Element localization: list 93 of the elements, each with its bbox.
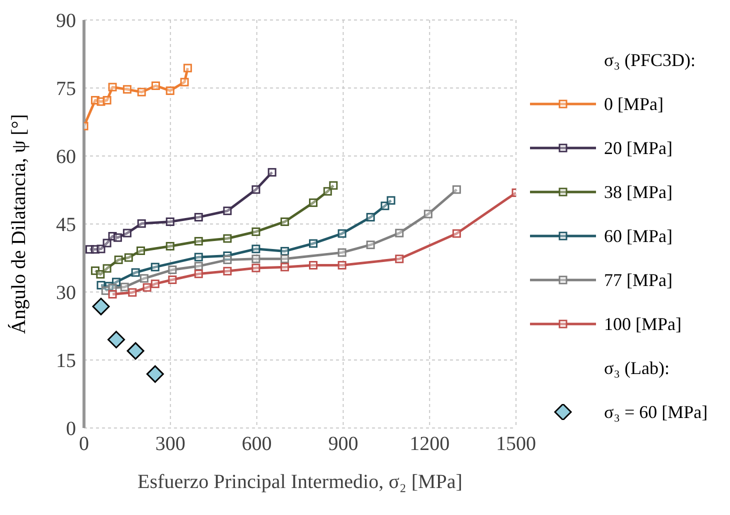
point — [252, 227, 260, 236]
point — [150, 262, 160, 272]
point — [194, 252, 203, 262]
legend-label: 38 [MPa] — [604, 182, 672, 202]
y-tick-label: 75 — [56, 78, 76, 100]
point — [366, 240, 375, 250]
point — [309, 198, 318, 207]
point — [151, 81, 160, 90]
point — [280, 246, 289, 256]
y-tick-label: 30 — [56, 282, 76, 304]
x-tick-label: 1500 — [496, 433, 536, 456]
point — [108, 290, 117, 299]
point — [140, 274, 148, 283]
point — [194, 270, 203, 278]
legend-label: 0 [MPa] — [604, 94, 664, 114]
point — [323, 187, 332, 196]
point — [102, 238, 112, 248]
point — [102, 96, 112, 104]
point — [252, 264, 260, 272]
point — [223, 256, 232, 264]
text: σ₃ (Lab): — [603, 356, 670, 380]
y-tick-label: 90 — [56, 10, 76, 32]
point — [102, 264, 112, 273]
point — [136, 246, 145, 255]
legend-label: 100 [MPa] — [604, 314, 682, 334]
point — [131, 268, 140, 277]
point — [124, 253, 133, 262]
y-tick-label: 45 — [56, 214, 76, 236]
point — [120, 282, 129, 292]
point — [108, 330, 126, 348]
point — [122, 228, 132, 238]
point — [386, 196, 396, 205]
point — [452, 185, 461, 194]
point — [126, 342, 144, 360]
point — [280, 217, 289, 226]
legend-label: 77 [MPa] — [604, 270, 672, 290]
y-tick-label: 60 — [56, 146, 76, 168]
point — [96, 270, 105, 279]
point — [166, 242, 174, 250]
point — [395, 228, 404, 238]
point — [96, 244, 106, 254]
point — [452, 229, 461, 238]
point — [338, 248, 346, 257]
point — [166, 86, 174, 95]
point — [194, 212, 203, 222]
x-tick-label: 600 — [242, 433, 272, 456]
point — [150, 280, 160, 288]
point — [137, 219, 146, 228]
y-tick-label: 0 — [66, 418, 76, 440]
y-axis-title: Ángulo de Dilatancia, ψ [°] — [7, 114, 30, 334]
point — [180, 78, 189, 86]
point — [223, 266, 232, 276]
x-tick-label: 1200 — [410, 433, 450, 456]
point — [108, 82, 117, 92]
point — [114, 256, 123, 264]
point — [424, 210, 432, 218]
x-tick-label: 300 — [155, 433, 186, 456]
point — [280, 262, 289, 272]
point — [183, 64, 192, 72]
point — [366, 212, 375, 222]
point — [168, 266, 177, 274]
point — [252, 254, 260, 264]
point — [309, 261, 318, 270]
y-tick-label: 15 — [56, 350, 76, 372]
point — [166, 217, 174, 226]
point — [194, 236, 203, 246]
x-axis-title: Esfuerzo Principal Intermedio, σ₂ [MPa] — [138, 471, 462, 493]
point — [223, 206, 232, 216]
point — [113, 233, 122, 242]
legend-title: σ₃ (PFC3D): — [603, 48, 696, 72]
point — [194, 262, 203, 270]
legend-label: 20 [MPa] — [604, 138, 672, 158]
point — [223, 234, 232, 243]
point — [380, 202, 390, 210]
point — [128, 288, 137, 297]
legend-label: σ₃ = 60 [MPa] — [604, 402, 708, 422]
point — [146, 365, 164, 383]
point — [395, 254, 404, 264]
point — [329, 181, 338, 190]
point — [137, 88, 146, 96]
point — [338, 229, 346, 238]
x-tick-label: 900 — [328, 433, 358, 456]
point — [268, 168, 276, 177]
point — [252, 185, 260, 194]
point — [168, 276, 177, 284]
point — [142, 283, 152, 292]
point — [92, 298, 110, 316]
point — [252, 244, 260, 254]
point — [309, 239, 318, 248]
point — [338, 261, 346, 270]
point — [122, 85, 132, 94]
legend-label: 60 [MPa] — [604, 226, 672, 246]
point — [280, 254, 289, 264]
